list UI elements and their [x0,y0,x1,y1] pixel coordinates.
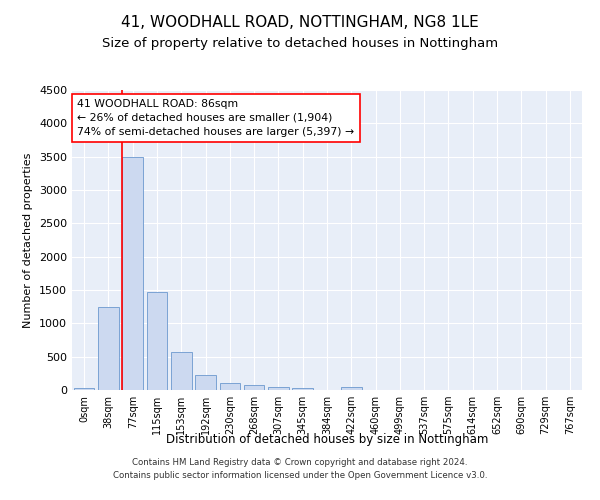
Text: Contains HM Land Registry data © Crown copyright and database right 2024.
Contai: Contains HM Land Registry data © Crown c… [113,458,487,480]
Text: 41, WOODHALL ROAD, NOTTINGHAM, NG8 1LE: 41, WOODHALL ROAD, NOTTINGHAM, NG8 1LE [121,15,479,30]
Bar [122,156,143,390]
Y-axis label: Number of detached properties: Number of detached properties [23,152,34,328]
Bar [220,382,240,390]
Text: Size of property relative to detached houses in Nottingham: Size of property relative to detached ho… [102,38,498,51]
Bar [244,385,265,390]
Bar [74,388,94,390]
Text: 41 WOODHALL ROAD: 86sqm
← 26% of detached houses are smaller (1,904)
74% of semi: 41 WOODHALL ROAD: 86sqm ← 26% of detache… [77,99,354,137]
Bar [268,386,289,390]
Bar [341,388,362,390]
Bar [195,376,216,390]
Bar [146,292,167,390]
Bar [171,352,191,390]
Bar [292,388,313,390]
Text: Distribution of detached houses by size in Nottingham: Distribution of detached houses by size … [166,432,488,446]
Bar [98,306,119,390]
